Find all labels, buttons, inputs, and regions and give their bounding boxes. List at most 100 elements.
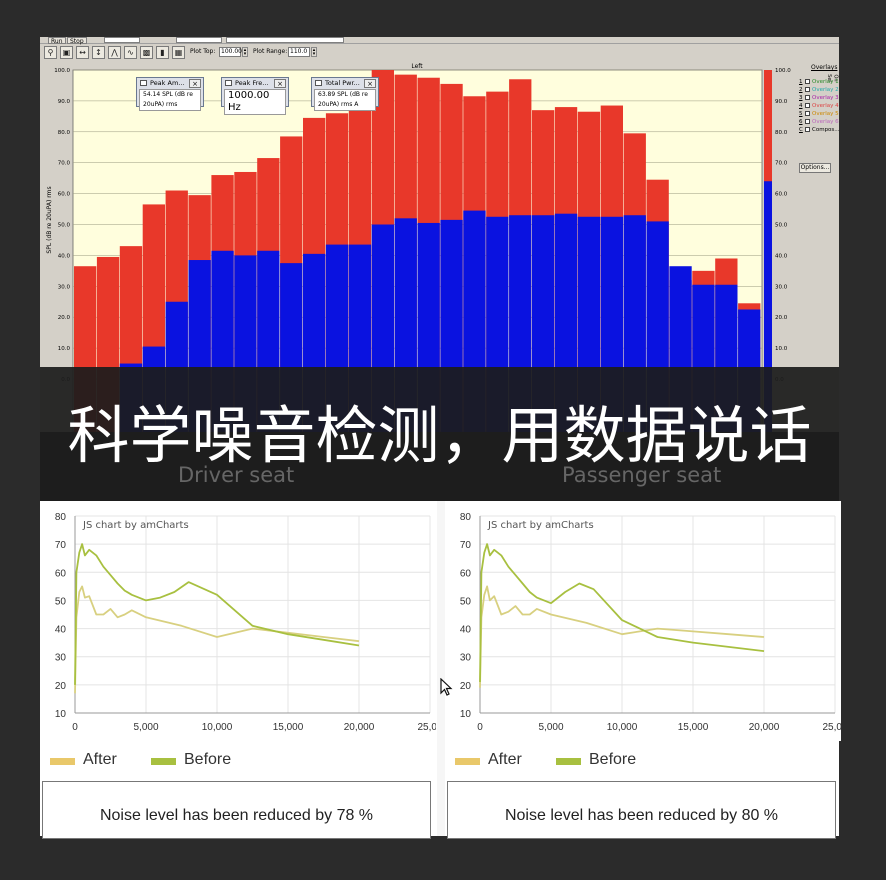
plot-top-label: Plot Top: xyxy=(190,48,216,55)
overlay-row[interactable]: 3 Overlay 3 xyxy=(799,95,839,102)
zoom-x-icon[interactable]: ↔ xyxy=(76,46,89,59)
options-button[interactable]: Options... xyxy=(799,163,831,173)
overlay-checkbox[interactable] xyxy=(805,95,810,100)
plot-top-spinner[interactable]: ▴ ▾ xyxy=(242,47,248,57)
config-select[interactable] xyxy=(226,37,344,43)
overlay-row[interactable]: 6 Overlay 6 xyxy=(799,119,839,126)
chart-legend: After Before xyxy=(455,751,835,771)
toolbar-top: Run Stop xyxy=(40,37,839,45)
close-icon[interactable]: × xyxy=(189,79,201,88)
y-tick-label: 10.0 xyxy=(58,346,71,352)
y-tick-label: 10 xyxy=(55,709,67,720)
overlay-panel: Overlays Sel On 1 Overlay 1 2 Overlay 2 3 Ove… xyxy=(795,63,839,432)
overlay-row[interactable]: C Compos... xyxy=(799,127,839,134)
reduction-note: Noise level has been reduced by 78 % xyxy=(42,781,431,839)
driver-seat-chart: 80 70 60 50 40 30 20 10 0 5,000 10,000 15,000 20,000… xyxy=(40,501,436,741)
legend-swatch-before xyxy=(151,758,176,765)
chart-credit[interactable]: JS chart by amCharts xyxy=(83,520,189,531)
meter-tick-label: 50.0 xyxy=(775,223,788,229)
peak-frequency-popup[interactable]: Peak Fre... × 1000.00 Hz xyxy=(221,77,289,115)
banner-title: 科学噪音检测，用数据说话 xyxy=(67,399,812,472)
y-tick-label: 70 xyxy=(55,540,67,551)
y-tick-label: 20.0 xyxy=(58,315,71,321)
total-power-popup[interactable]: Total Pwr... × 63.89 SPL (dB re 20uPA) rm… xyxy=(311,77,379,111)
x-tick-label: 15,000 xyxy=(678,722,709,733)
overlay-number[interactable]: 3 xyxy=(799,95,803,101)
zoom-area-icon[interactable]: ▣ xyxy=(60,46,73,59)
overlay-label: Compos... xyxy=(812,127,839,133)
run-button[interactable]: Run xyxy=(48,37,66,45)
y-tick-label: 60 xyxy=(460,568,472,579)
y-tick-label: 40 xyxy=(460,625,472,636)
window-icon xyxy=(140,80,147,86)
x-tick-label: 0 xyxy=(477,722,483,733)
mode-select[interactable] xyxy=(104,37,140,43)
y-tick-label: 10 xyxy=(460,709,472,720)
plot-range-label: Plot Range: xyxy=(253,48,288,55)
plot-top-input[interactable]: 100.00 xyxy=(219,47,242,57)
overlay-checkbox[interactable] xyxy=(805,103,810,108)
peak-frequency-title: Peak Fre... xyxy=(235,79,269,87)
x-tick-label: 5,000 xyxy=(133,722,158,733)
stop-button[interactable]: Stop xyxy=(67,37,87,45)
x-tick-label: 10,000 xyxy=(202,722,233,733)
series-line-before xyxy=(479,543,765,683)
title-banner: 科学噪音检测，用数据说话 Driver seat Passenger seat xyxy=(40,367,839,501)
peak-amplitude-popup[interactable]: Peak Am... × 54.14 SPL (dB re 20uPA) rms xyxy=(136,77,204,111)
y-tick-label: 50 xyxy=(460,596,472,607)
zoom-y-icon[interactable]: ↕ xyxy=(92,46,105,59)
overlay-checkbox[interactable] xyxy=(805,111,810,116)
overlay-checkbox[interactable] xyxy=(805,127,810,132)
window-select[interactable] xyxy=(176,37,222,43)
curve-plot-icon[interactable]: ∿ xyxy=(124,46,137,59)
legend-label-after: After xyxy=(83,751,117,768)
overlay-checkbox[interactable] xyxy=(805,119,810,124)
bar-plot-icon[interactable]: ▩ xyxy=(140,46,153,59)
overlay-label: Overlay 2 xyxy=(812,87,839,93)
overlay-label: Overlay 5 xyxy=(812,111,839,117)
close-icon[interactable]: × xyxy=(274,79,286,88)
overlay-checkbox[interactable] xyxy=(805,79,810,84)
overlay-number[interactable]: 5 xyxy=(799,111,803,117)
overlay-row[interactable]: 5 Overlay 5 xyxy=(799,111,839,118)
y-tick-label: 80.0 xyxy=(58,130,71,136)
plot-title: Left xyxy=(411,63,423,70)
y-tick-label: 70 xyxy=(460,540,472,551)
overlay-row[interactable]: 1 Overlay 1 xyxy=(799,79,839,86)
legend-label-after: After xyxy=(488,751,522,768)
zoom-icon[interactable]: ⚲ xyxy=(44,46,57,59)
overlay-number[interactable]: 4 xyxy=(799,103,803,109)
bar-chart-icon[interactable]: ▮ xyxy=(156,46,169,59)
plot-range-input[interactable]: 110.0 xyxy=(288,47,310,57)
overlays-title[interactable]: Overlays xyxy=(811,64,838,71)
meter-tick-label: 90.0 xyxy=(775,99,788,105)
overlay-number[interactable]: C xyxy=(799,127,803,133)
x-tick-label: 15,000 xyxy=(273,722,304,733)
meter-tick-label: 70.0 xyxy=(775,161,788,167)
spectrum-icon[interactable]: ▦ xyxy=(172,46,185,59)
x-tick-label: 25,00 xyxy=(417,722,436,733)
overlay-row[interactable]: 2 Overlay 2 xyxy=(799,87,839,94)
total-power-value: 63.89 SPL (dB re 20uPA) rms A xyxy=(314,89,376,111)
chart-background xyxy=(40,501,436,741)
close-icon[interactable]: × xyxy=(364,79,376,88)
level-meter-rms xyxy=(764,181,772,432)
reduction-text: Noise level has been reduced by 78 % xyxy=(99,807,374,824)
line-plot-icon[interactable]: ⋀ xyxy=(108,46,121,59)
passenger-seat-chart: 80 70 60 50 40 30 20 10 0 5,000 10,000 15,000 20,000… xyxy=(445,501,841,741)
overlay-row[interactable]: 4 Overlay 4 xyxy=(799,103,839,110)
legend-label-before: Before xyxy=(184,751,232,768)
panel-divider xyxy=(437,501,445,836)
total-power-title: Total Pwr... xyxy=(325,79,360,87)
driver-seat-caption: Driver seat xyxy=(178,463,295,487)
meter-tick-label: 20.0 xyxy=(775,315,788,321)
overlay-number[interactable]: 6 xyxy=(799,119,803,125)
meter-tick-label: 60.0 xyxy=(775,192,788,198)
chart-credit[interactable]: JS chart by amCharts xyxy=(488,520,594,531)
y-tick-label: 30.0 xyxy=(58,284,71,290)
plot-range-spinner[interactable]: ▴ ▾ xyxy=(311,47,317,57)
y-tick-label: 50.0 xyxy=(58,223,71,229)
overlay-number[interactable]: 2 xyxy=(799,87,803,93)
overlay-number[interactable]: 1 xyxy=(799,79,803,85)
overlay-checkbox[interactable] xyxy=(805,87,810,92)
